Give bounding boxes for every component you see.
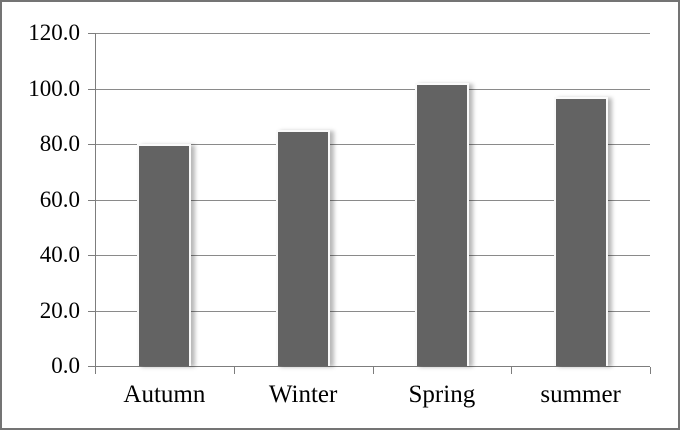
y-axis-label: 60.0 xyxy=(39,186,80,212)
gridline xyxy=(95,144,650,145)
y-axis-label: 0.0 xyxy=(51,353,80,378)
x-axis-label-autumn: Autumn xyxy=(123,381,206,408)
x-axis-label-spring: Spring xyxy=(408,381,476,408)
x-axis-label-winter: Winter xyxy=(268,381,338,408)
bar-spring xyxy=(414,82,469,366)
gridline xyxy=(95,33,650,34)
y-axis-tick xyxy=(88,310,95,312)
bar-autumn xyxy=(137,144,192,366)
y-axis-tick xyxy=(88,33,95,34)
x-axis-tick xyxy=(650,367,651,374)
bar-summer xyxy=(553,96,608,366)
x-axis-tick xyxy=(233,367,235,374)
y-axis-tick xyxy=(88,255,95,256)
y-axis-tick xyxy=(88,366,95,367)
y-axis-line xyxy=(95,33,96,374)
bar-winter xyxy=(276,130,331,366)
y-axis-label: 80.0 xyxy=(39,131,80,156)
y-axis-tick xyxy=(88,199,95,201)
gridline xyxy=(95,310,650,312)
gridline xyxy=(95,88,650,90)
y-axis-label: 100.0 xyxy=(28,75,80,101)
y-axis-label: 40.0 xyxy=(39,242,80,267)
x-axis-tick xyxy=(372,367,374,374)
y-axis-label: 120.0 xyxy=(28,20,80,45)
gridline xyxy=(95,255,650,256)
y-axis-tick xyxy=(88,144,95,145)
y-axis-tick xyxy=(88,88,95,90)
x-axis-label-summer: summer xyxy=(540,381,621,408)
x-axis-line xyxy=(95,366,650,367)
x-axis-tick xyxy=(95,367,96,374)
y-axis-label: 20.0 xyxy=(39,297,80,323)
x-axis-tick xyxy=(511,367,513,374)
gridline xyxy=(95,199,650,201)
